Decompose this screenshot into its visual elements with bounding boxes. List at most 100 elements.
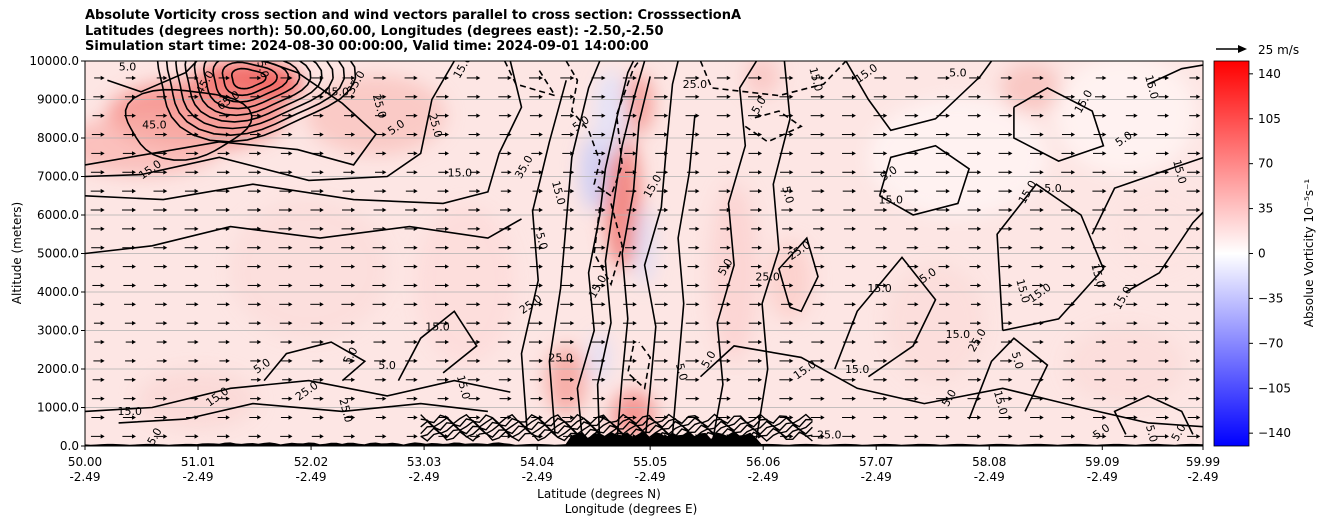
contour-line	[671, 114, 696, 435]
wind-arrow-head	[445, 188, 450, 194]
wind-arrow	[720, 226, 731, 232]
wind-arrow-head	[664, 358, 669, 364]
wind-arrow	[1127, 339, 1138, 345]
wind-arrow	[500, 151, 512, 156]
wind-arrow	[1000, 75, 1013, 81]
wind-arrow-head	[319, 320, 324, 326]
contour-line	[834, 256, 937, 378]
wind-arrow	[624, 264, 637, 269]
wind-arrow	[780, 434, 794, 439]
wind-arrow-head	[1008, 170, 1013, 175]
wind-arrow	[716, 113, 731, 118]
wind-arrow	[92, 283, 105, 288]
wind-arrow-head	[632, 188, 637, 194]
wind-arrow	[845, 264, 856, 269]
wind-arrow	[154, 415, 168, 420]
wind-arrow	[937, 245, 950, 250]
y-tick-label: 1000.0	[37, 401, 79, 415]
wind-arrow-head	[664, 283, 669, 288]
wind-arrow	[1029, 434, 1044, 439]
wind-arrow-head	[257, 320, 262, 326]
wind-arrow	[90, 207, 105, 213]
wind-arrow-head	[789, 339, 794, 345]
wind-arrow-head	[851, 283, 856, 288]
wind-arrow-head	[1102, 358, 1107, 364]
wind-arrow	[1061, 207, 1076, 213]
wind-arrow-head	[664, 75, 669, 81]
wind-arrow	[810, 151, 825, 156]
wind-arrow-head	[319, 113, 324, 118]
wind-arrow	[657, 207, 669, 213]
wind-arrow-head	[695, 170, 700, 175]
wind-arrow-head	[225, 132, 230, 137]
wind-arrow	[998, 415, 1013, 420]
wind-arrow-head	[1008, 207, 1013, 213]
x-tick-longitude: -2.49	[182, 470, 213, 484]
wind-arrow-head	[1008, 75, 1013, 81]
wind-arrow	[812, 302, 825, 307]
wind-arrow	[281, 358, 293, 364]
wind-arrow	[998, 151, 1013, 156]
wind-arrow	[467, 358, 481, 364]
wind-arrow-head	[664, 132, 669, 137]
wind-arrow	[779, 151, 794, 156]
wind-arrow	[156, 94, 168, 100]
contour-line	[85, 379, 511, 413]
wind-arrow	[906, 320, 919, 326]
wind-arrow	[998, 188, 1013, 194]
x-tick-latitude: 53.03	[407, 455, 441, 469]
wind-arrow	[497, 302, 512, 307]
wind-arrow-head	[1071, 113, 1076, 118]
wind-arrow	[407, 151, 418, 156]
contour-line	[124, 88, 253, 161]
wind-arrow	[153, 245, 168, 250]
wind-arrow-head	[758, 377, 763, 382]
wind-arrow-head	[507, 113, 512, 118]
wind-arrow-head	[319, 245, 324, 250]
wind-arrow-head	[883, 75, 888, 81]
wind-arrow-head	[758, 434, 763, 439]
vorticity-patch	[1000, 62, 1061, 113]
wind-arrow	[1000, 358, 1013, 364]
wind-arrow	[529, 113, 543, 118]
wind-arrow-head	[413, 94, 418, 100]
contour-line	[1113, 395, 1194, 435]
wind-arrow-head	[1008, 94, 1013, 100]
wind-arrow-head	[163, 207, 168, 213]
wind-arrow	[686, 283, 700, 288]
wind-arrow-head	[1071, 339, 1076, 345]
wind-arrow-head	[977, 264, 982, 269]
wind-arrow	[1189, 113, 1201, 118]
wind-arrow	[970, 283, 982, 288]
wind-arrow-head	[695, 302, 700, 307]
wind-arrow	[1158, 75, 1169, 81]
wind-arrow	[843, 320, 856, 326]
wind-arrow-head	[382, 170, 387, 175]
wind-arrow-head	[977, 396, 982, 401]
wind-arrow	[1126, 94, 1138, 100]
wind-arrow-head	[351, 264, 356, 269]
wind-arrow	[562, 434, 575, 439]
wind-arrow-head	[1196, 283, 1201, 288]
contour-line	[996, 183, 1105, 332]
wind-arrow	[1156, 396, 1169, 401]
wind-arrow	[1032, 302, 1044, 307]
wind-arrow	[687, 264, 700, 269]
wind-arrow	[936, 188, 950, 194]
wind-arrow-head	[194, 170, 199, 175]
wind-arrow-head	[476, 339, 481, 345]
wind-arrow-head	[288, 415, 293, 420]
wind-arrow-head	[257, 415, 262, 420]
wind-arrow-head	[945, 358, 950, 364]
wind-arrow-head	[163, 434, 168, 439]
wind-arrow	[407, 415, 418, 420]
wind-arrow	[185, 151, 199, 156]
wind-arrow-head	[351, 434, 356, 439]
wind-arrow-head	[319, 434, 324, 439]
wind-arrow	[153, 264, 168, 269]
wind-arrow-head	[1008, 415, 1013, 420]
wind-arrow-head	[319, 415, 324, 420]
wind-arrow-head	[820, 170, 825, 175]
wind-arrow-head	[601, 245, 606, 250]
wind-arrow	[718, 283, 731, 288]
